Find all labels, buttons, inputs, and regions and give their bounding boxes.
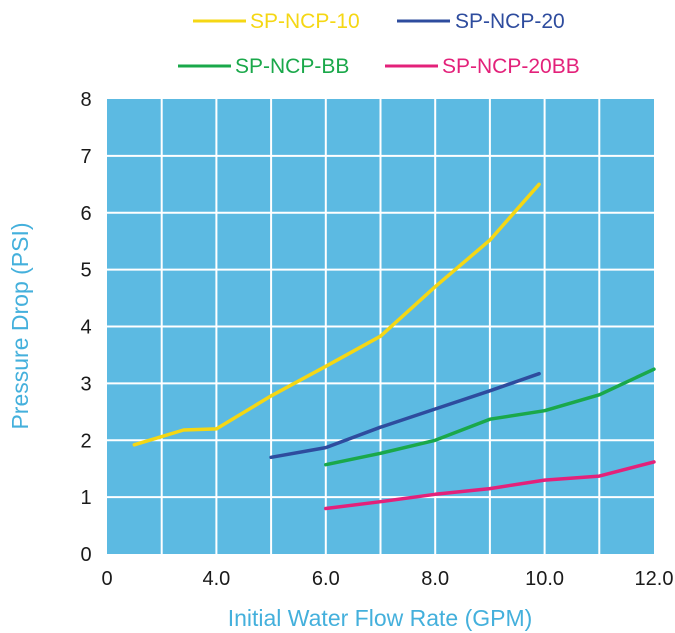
x-tick-label: 0 xyxy=(101,568,112,590)
x-tick-label: 10.0 xyxy=(525,568,564,590)
x-tick-label: 12.0 xyxy=(635,568,674,590)
x-tick-label: 6.0 xyxy=(312,568,340,590)
x-axis-ticks: 0 4.0 6.0 8.0 10.0 12.0 xyxy=(101,568,673,590)
y-tick-label: 2 xyxy=(80,430,91,452)
y-tick-label: 5 xyxy=(80,260,91,282)
series-line-sp-ncp-10 xyxy=(132,182,541,447)
y-tick-label: 0 xyxy=(80,544,91,566)
y-axis-label: Pressure Drop (PSI) xyxy=(7,222,33,429)
legend-label-sp-ncp-20: SP-NCP-20 xyxy=(455,10,565,33)
legend: SP-NCP-10 SP-NCP-20 SP-NCP-BB SP-NCP-20BB xyxy=(178,10,580,78)
series-lines xyxy=(132,182,656,511)
series-line-sp-ncp-20bb xyxy=(324,460,656,511)
y-tick-label: 3 xyxy=(80,373,91,395)
legend-label-sp-ncp-bb: SP-NCP-BB xyxy=(235,55,349,78)
y-tick-label: 7 xyxy=(80,146,91,168)
y-tick-label: 1 xyxy=(80,487,91,509)
y-tick-label: 6 xyxy=(80,203,91,225)
x-tick-label: 8.0 xyxy=(421,568,449,590)
y-tick-label: 8 xyxy=(80,89,91,111)
y-tick-label: 4 xyxy=(80,317,91,339)
series-line-sp-ncp-bb xyxy=(324,367,656,467)
x-axis-label: Initial Water Flow Rate (GPM) xyxy=(228,605,533,631)
grid xyxy=(107,99,654,554)
x-tick-label: 4.0 xyxy=(202,568,230,590)
legend-label-sp-ncp-10: SP-NCP-10 xyxy=(250,10,360,33)
legend-label-sp-ncp-20bb: SP-NCP-20BB xyxy=(442,55,580,78)
series-line-sp-ncp-20 xyxy=(269,371,541,460)
y-axis-ticks: 0 1 2 3 4 5 6 7 8 xyxy=(80,89,91,566)
